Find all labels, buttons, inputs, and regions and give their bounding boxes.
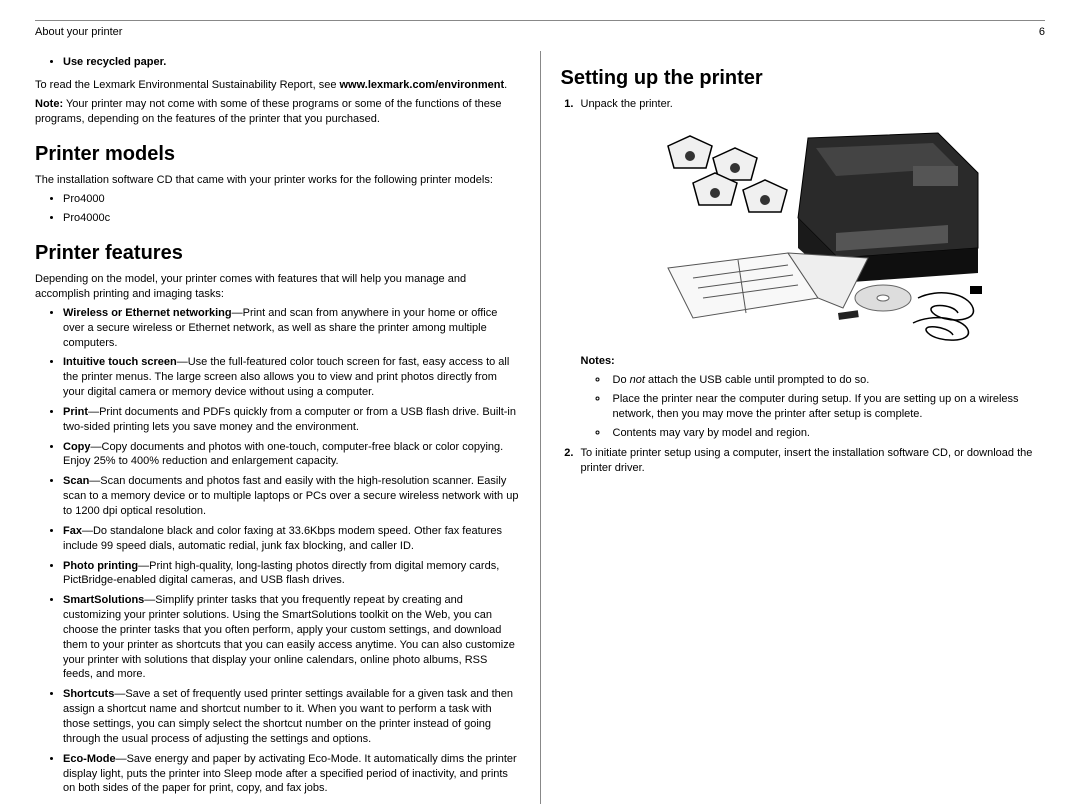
printer-models-intro: The installation software CD that came w… xyxy=(35,173,520,188)
feature-desc: —Do standalone black and color faxing at… xyxy=(63,525,502,552)
report-pre: To read the Lexmark Environmental Sustai… xyxy=(35,79,340,91)
feature-term: Print xyxy=(63,406,88,418)
feature-term: Copy xyxy=(63,441,91,453)
step-2: To initiate printer setup using a comput… xyxy=(577,446,1046,476)
feature-term: Shortcuts xyxy=(63,688,114,700)
list-item: Photo printing—Print high-quality, long-… xyxy=(63,559,520,589)
note-pre: Contents may vary by model and region. xyxy=(613,427,811,439)
report-post: . xyxy=(504,79,507,91)
list-item: Copy—Copy documents and photos with one-… xyxy=(63,440,520,470)
printer-features-heading: Printer features xyxy=(35,240,520,266)
list-item: Contents may vary by model and region. xyxy=(609,426,1046,441)
step2-text: To initiate printer setup using a comput… xyxy=(581,447,1033,474)
notes-list: Do not attach the USB cable until prompt… xyxy=(581,373,1046,440)
list-item: Pro4000 xyxy=(63,192,520,207)
setting-up-heading: Setting up the printer xyxy=(561,65,1046,91)
printer-unpack-illustration xyxy=(638,118,988,348)
recycled-paper-text: Use recycled paper. xyxy=(63,56,166,68)
feature-term: Fax xyxy=(63,525,82,537)
note-emphasis: not xyxy=(630,374,645,386)
printer-models-heading: Printer models xyxy=(35,141,520,167)
feature-desc: —Save energy and paper by activating Eco… xyxy=(63,753,517,795)
list-item: Eco-Mode—Save energy and paper by activa… xyxy=(63,752,520,797)
left-column: Use recycled paper. To read the Lexmark … xyxy=(35,51,540,804)
feature-term: Photo printing xyxy=(63,560,138,572)
page-container: About your printer 6 Use recycled paper.… xyxy=(0,0,1080,763)
printer-features-intro: Depending on the model, your printer com… xyxy=(35,272,520,302)
list-item: Print—Print documents and PDFs quickly f… xyxy=(63,405,520,435)
content-columns: Use recycled paper. To read the Lexmark … xyxy=(35,51,1045,804)
note-pre: Place the printer near the computer duri… xyxy=(613,393,1019,420)
header-title: About your printer xyxy=(35,25,122,39)
printer-svg xyxy=(638,118,988,348)
feature-desc: —Print documents and PDFs quickly from a… xyxy=(63,406,516,433)
list-item: Place the printer near the computer duri… xyxy=(609,392,1046,422)
report-link[interactable]: www.lexmark.com/environment xyxy=(340,79,505,91)
list-item: Pro4000c xyxy=(63,211,520,226)
feature-term: Scan xyxy=(63,475,89,487)
step-1: Unpack the printer. xyxy=(577,97,1046,440)
list-item: Wireless or Ethernet networking—Print an… xyxy=(63,306,520,351)
note-label: Note: xyxy=(35,98,63,110)
page-header: About your printer 6 xyxy=(35,20,1045,43)
feature-desc: —Scan documents and photos fast and easi… xyxy=(63,475,518,517)
note-text: Your printer may not come with some of t… xyxy=(35,98,502,125)
feature-term: Intuitive touch screen xyxy=(63,356,177,368)
feature-term: SmartSolutions xyxy=(63,594,144,606)
list-item: Scan—Scan documents and photos fast and … xyxy=(63,474,520,519)
feature-desc: —Simplify printer tasks that you frequen… xyxy=(63,594,515,680)
notes-label-text: Notes: xyxy=(581,355,615,367)
list-item: Do not attach the USB cable until prompt… xyxy=(609,373,1046,388)
setup-steps: Unpack the printer. xyxy=(561,97,1046,476)
features-list: Wireless or Ethernet networking—Print an… xyxy=(35,306,520,796)
page-number: 6 xyxy=(1039,25,1045,39)
list-item: SmartSolutions—Simplify printer tasks th… xyxy=(63,593,520,682)
report-line: To read the Lexmark Environmental Sustai… xyxy=(35,78,520,93)
step1-text: Unpack the printer. xyxy=(581,98,673,110)
list-item: Intuitive touch screen—Use the full-feat… xyxy=(63,355,520,400)
feature-desc: —Save a set of frequently used printer s… xyxy=(63,688,513,745)
top-bullet-list: Use recycled paper. xyxy=(35,55,520,70)
list-item: Use recycled paper. xyxy=(63,55,520,70)
note-post: attach the USB cable until prompted to d… xyxy=(645,374,869,386)
feature-desc: —Copy documents and photos with one-touc… xyxy=(63,441,503,468)
list-item: Shortcuts—Save a set of frequently used … xyxy=(63,687,520,746)
feature-term: Wireless or Ethernet networking xyxy=(63,307,232,319)
models-list: Pro4000 Pro4000c xyxy=(35,192,520,227)
note-pre: Do xyxy=(613,374,630,386)
list-item: Fax—Do standalone black and color faxing… xyxy=(63,524,520,554)
note-paragraph: Note: Your printer may not come with som… xyxy=(35,97,520,127)
right-column: Setting up the printer Unpack the printe… xyxy=(540,51,1046,804)
notes-label: Notes: xyxy=(581,354,1046,369)
